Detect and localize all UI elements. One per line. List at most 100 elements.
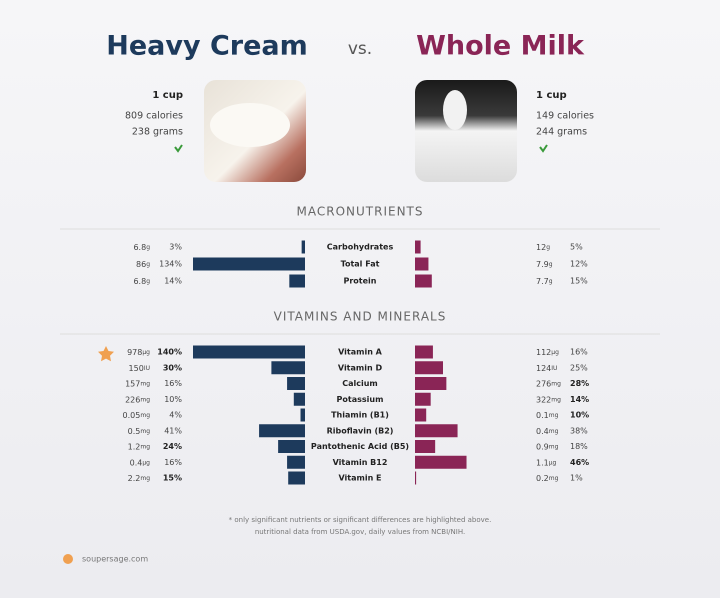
bar: [293, 392, 305, 406]
amount: 978µg: [127, 348, 150, 357]
percent-label: 46%: [570, 458, 589, 467]
amount-unit: µg: [142, 459, 150, 466]
amount-value: 157: [125, 379, 140, 388]
nutrient-name: Calcium: [342, 379, 378, 388]
amount-value: 322: [536, 395, 551, 404]
amount: 0.1mg: [536, 411, 559, 420]
percent-label: 3%: [169, 243, 182, 252]
percent-label: 4%: [169, 411, 182, 420]
section-title: MACRONUTRIENTS: [297, 205, 424, 219]
amount-value: 6.8: [133, 243, 146, 252]
bar: [300, 408, 305, 422]
bar: [289, 274, 305, 288]
amount-unit: g: [546, 244, 550, 251]
calories-right: 149 calories: [536, 111, 594, 122]
amount: 1.2mg: [128, 442, 151, 451]
amount-value: 0.4: [130, 458, 143, 467]
title-left: Heavy Cream: [106, 31, 308, 62]
amount-unit: g: [146, 244, 150, 251]
amount-value: 6.8: [133, 277, 146, 286]
bar: [271, 361, 305, 375]
amount-unit: g: [146, 278, 150, 285]
nutrient-name: Protein: [344, 277, 377, 286]
amount: 0.4µg: [130, 458, 151, 467]
grams-right: 244 grams: [536, 127, 587, 138]
percent-label: 10%: [164, 395, 182, 404]
nutrient-name: Vitamin D: [338, 363, 383, 372]
bar: [193, 257, 305, 271]
amount-value: 112: [536, 348, 551, 357]
amount-unit: mg: [549, 427, 559, 434]
amount-value: 276: [536, 379, 551, 388]
bar: [287, 455, 305, 469]
section-title: VITAMINS AND MINERALS: [274, 310, 447, 324]
amount: 0.5mg: [128, 426, 151, 435]
percent-label: 16%: [164, 458, 182, 467]
amount-value: 150: [129, 363, 144, 372]
amount-value: 1.1: [536, 458, 549, 467]
nutrient-name: Total Fat: [341, 260, 380, 269]
percent-label: 25%: [570, 363, 588, 372]
percent-label: 1%: [570, 474, 583, 483]
amount: 276mg: [536, 379, 561, 388]
bar: [415, 377, 447, 390]
percent-label: 28%: [570, 379, 589, 388]
nutrient-name: Riboflavin (B2): [327, 426, 394, 435]
bar: [415, 240, 421, 254]
logo-icon: [63, 554, 73, 564]
nutrient-name: Pantothenic Acid (B5): [311, 442, 409, 451]
bar: [287, 377, 305, 390]
amount-value: 0.2: [536, 474, 549, 483]
bar: [415, 392, 431, 406]
percent-label: 16%: [164, 379, 182, 388]
percent-label: 5%: [570, 243, 583, 252]
amount-unit: g: [146, 261, 150, 268]
bar: [193, 345, 305, 359]
footnote: nutritional data from USDA.gov, daily va…: [255, 528, 465, 536]
amount-unit: IU: [144, 364, 150, 371]
amount-unit: mg: [140, 396, 150, 403]
bar: [415, 440, 436, 453]
serving-left: 1 cup: [152, 90, 183, 101]
amount: 6.8g: [133, 243, 150, 252]
amount-value: 7.9: [536, 260, 549, 269]
amount: 1.1µg: [536, 458, 557, 467]
title-right: Whole Milk: [416, 31, 585, 62]
amount-value: 0.5: [128, 426, 141, 435]
grams-left: 238 grams: [132, 127, 183, 138]
amount-value: 1.2: [128, 442, 141, 451]
amount: 226mg: [125, 395, 150, 404]
amount-value: 86: [136, 260, 146, 269]
amount: 157mg: [125, 379, 150, 388]
title-vs: vs.: [348, 39, 372, 59]
amount: 0.9mg: [536, 442, 559, 451]
amount-value: 7.7: [536, 277, 549, 286]
percent-label: 12%: [570, 260, 588, 269]
amount-unit: mg: [140, 475, 150, 482]
bar: [415, 471, 417, 485]
nutrient-name: Vitamin B12: [333, 458, 388, 467]
amount-unit: mg: [140, 443, 150, 450]
bar: [278, 440, 305, 453]
amount: 0.4mg: [536, 426, 559, 435]
amount-unit: mg: [551, 380, 561, 387]
bar: [415, 424, 458, 438]
amount-value: 0.9: [536, 442, 549, 451]
bar: [301, 240, 305, 254]
bar: [415, 257, 429, 271]
percent-label: 134%: [159, 260, 182, 269]
amount-unit: g: [549, 261, 553, 268]
percent-label: 10%: [570, 411, 589, 420]
amount-unit: mg: [549, 412, 559, 419]
amount-unit: IU: [551, 364, 557, 371]
nutrient-name: Vitamin A: [338, 348, 383, 357]
amount-unit: g: [549, 278, 553, 285]
amount: 112µg: [536, 348, 559, 357]
serving-right: 1 cup: [536, 90, 567, 101]
amount-value: 0.4: [536, 426, 549, 435]
amount: 86g: [136, 260, 150, 269]
amount-value: 978: [127, 348, 142, 357]
